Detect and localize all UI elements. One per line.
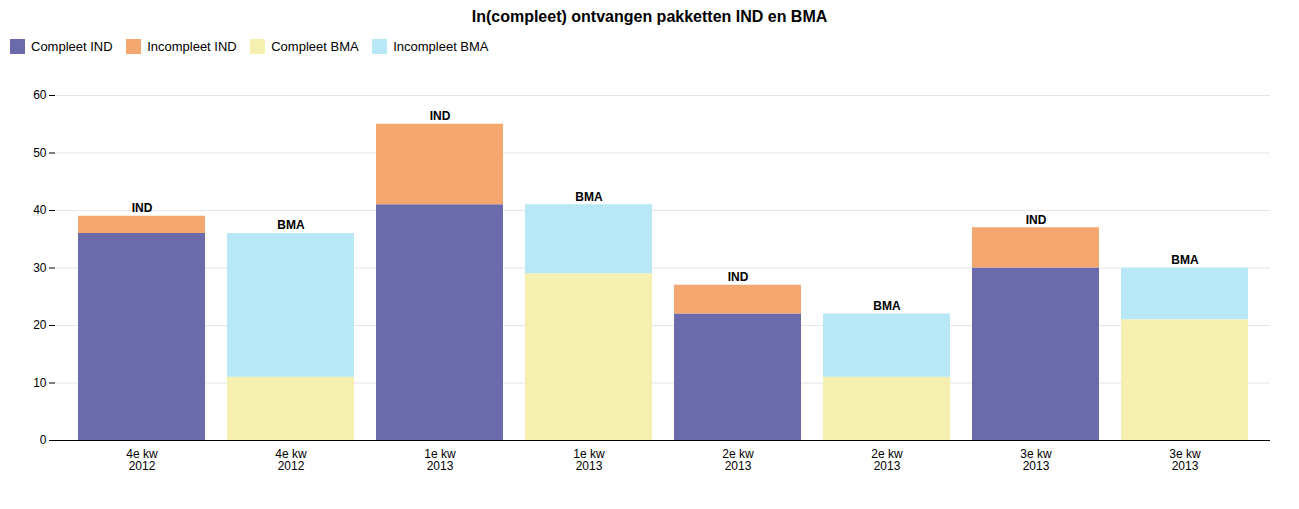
html-text:Incompleet IND: Incompleet IND [147, 39, 237, 54]
svg-text:60: 60 [33, 88, 47, 102]
svg-text:BMA: BMA [277, 218, 305, 232]
svg-text:50: 50 [33, 145, 47, 159]
svg-text:10: 10 [33, 375, 47, 389]
svg-text:IND: IND [429, 109, 450, 123]
html-text:Incompleet BMA: Incompleet BMA [393, 39, 489, 54]
svg-text:3e kw2013: 3e kw2013 [1169, 447, 1201, 473]
svg-text:BMA: BMA [575, 189, 603, 203]
svg-text:30: 30 [33, 260, 47, 274]
svg-text:3e kw2013: 3e kw2013 [1020, 447, 1052, 473]
svg-text:4e kw2012: 4e kw2012 [275, 447, 307, 473]
svg-text:2e kw2013: 2e kw2013 [722, 447, 754, 473]
html-text:Compleet IND: Compleet IND [31, 39, 113, 54]
svg-text:2e kw2013: 2e kw2013 [871, 447, 903, 473]
svg-text:20: 20 [33, 318, 47, 332]
svg-text:IND: IND [1025, 212, 1046, 226]
svg-text:1e kw2013: 1e kw2013 [573, 447, 605, 473]
svg-text:40: 40 [33, 203, 47, 217]
html-text:Compleet BMA: Compleet BMA [271, 39, 359, 54]
svg-text:BMA: BMA [873, 298, 901, 312]
svg-text:IND: IND [131, 201, 152, 215]
svg-text:BMA: BMA [1171, 252, 1199, 266]
svg-text:0: 0 [39, 433, 46, 447]
svg-text:4e kw2012: 4e kw2012 [126, 447, 158, 473]
svg-text:1e kw2013: 1e kw2013 [424, 447, 456, 473]
svg-text:IND: IND [727, 270, 748, 284]
html-text:In(compleet) ontvangen pakkett: In(compleet) ontvangen pakketten IND en … [471, 8, 828, 25]
